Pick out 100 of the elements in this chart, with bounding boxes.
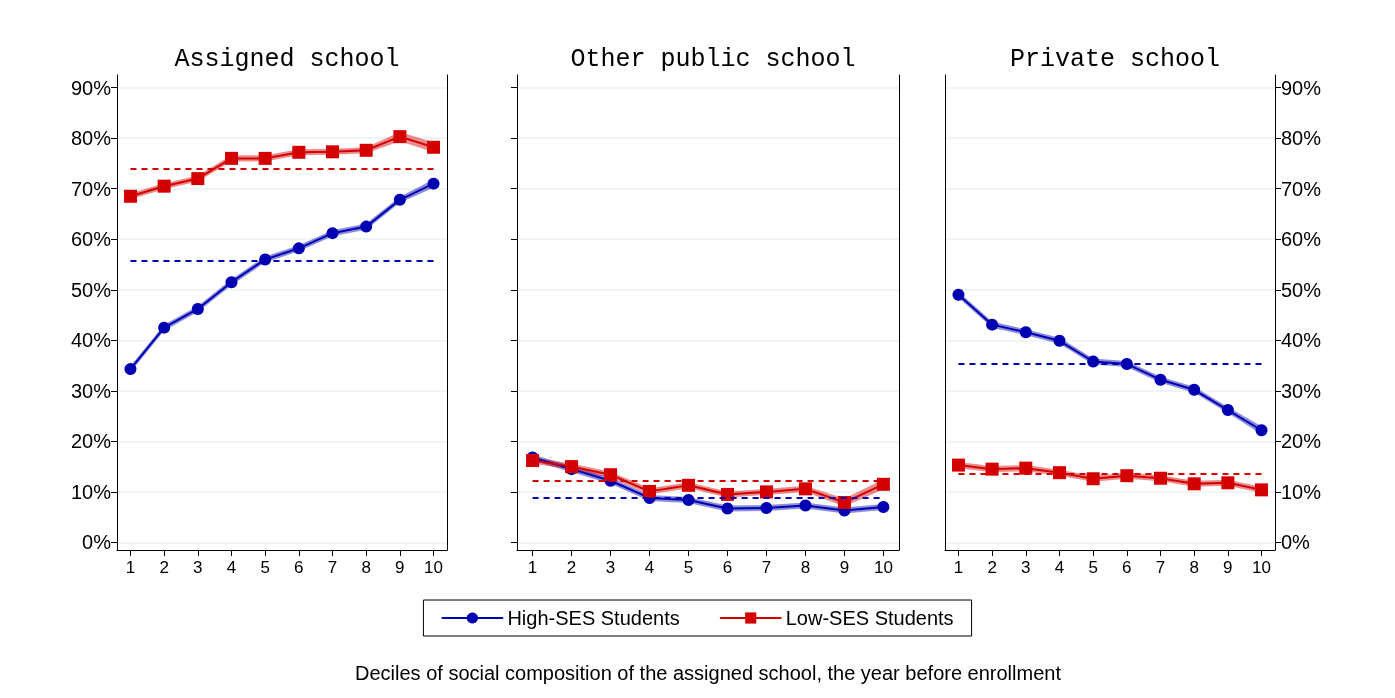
y2-tick-label: 10% [1281, 480, 1322, 503]
point [720, 487, 734, 501]
point [951, 458, 965, 472]
point [759, 485, 773, 499]
x-tick-label: 5 [1088, 558, 1098, 577]
point [158, 321, 171, 334]
y2-tick-label: 0% [1281, 531, 1311, 554]
point [1019, 326, 1032, 339]
point [985, 462, 999, 476]
y-tick-label: 0% [82, 531, 112, 554]
point [1086, 472, 1100, 486]
point [292, 145, 306, 159]
point [876, 477, 890, 491]
x-tick-label: 9 [395, 558, 405, 577]
x-tick-label: 10 [424, 558, 443, 577]
x-tick-label: 9 [1223, 558, 1233, 577]
point [643, 484, 657, 498]
x-tick-label: 1 [125, 558, 136, 577]
x-tick-label: 3 [1021, 558, 1031, 577]
point [123, 189, 137, 203]
point [258, 151, 272, 165]
chart-title: Assigned school [174, 45, 400, 74]
legend-label: High-SES Students [507, 607, 680, 629]
y-tick-label: 70% [70, 177, 112, 200]
y-tick-label: 60% [70, 228, 112, 251]
point [1255, 424, 1268, 437]
x-tick-label: 9 [839, 558, 850, 577]
x-tick-label: 2 [566, 558, 577, 577]
y-tick-label: 80% [70, 127, 112, 150]
point [1221, 404, 1234, 417]
legend-label: Low-SES Students [785, 607, 954, 629]
point [798, 482, 812, 496]
y2-tick-label: 40% [1281, 329, 1322, 352]
point [427, 177, 440, 190]
x-tick-label: 10 [873, 558, 893, 577]
point [1120, 469, 1134, 483]
x-axis-title: Deciles of social composition of the assigned school, the year before enrollment [355, 662, 1062, 684]
x-tick-label: 6 [1122, 558, 1132, 577]
x-tick-label: 10 [1252, 558, 1271, 577]
x-tick-label: 2 [987, 558, 997, 577]
x-tick-label: 6 [722, 558, 733, 577]
y-tick-label: 20% [70, 430, 112, 453]
x-tick-label: 5 [260, 558, 270, 577]
y-tick-label: 30% [70, 379, 112, 402]
point [157, 179, 171, 193]
x-tick-label: 8 [361, 558, 371, 577]
point [760, 502, 773, 515]
x-tick-label: 4 [644, 558, 655, 577]
point [1187, 477, 1201, 491]
y2-tick-label: 50% [1281, 278, 1322, 301]
point [1052, 466, 1066, 480]
point [1188, 383, 1201, 396]
y2-tick-label: 20% [1281, 430, 1322, 453]
point [1120, 358, 1133, 371]
y-tick-label: 40% [70, 329, 112, 352]
x-tick-label: 8 [1189, 558, 1199, 577]
point [191, 172, 205, 186]
point [393, 130, 407, 144]
point [427, 140, 441, 154]
x-tick-label: 4 [226, 558, 237, 577]
y2-tick-label: 80% [1281, 127, 1322, 150]
x-tick-label: 3 [193, 558, 203, 577]
point [1255, 483, 1269, 497]
point [1154, 471, 1168, 485]
point [526, 454, 540, 468]
y-tick-label: 50% [70, 278, 112, 301]
x-tick-label: 8 [800, 558, 811, 577]
point [292, 242, 305, 255]
x-tick-label: 5 [683, 558, 694, 577]
point [1019, 461, 1033, 475]
point [721, 502, 734, 515]
point [393, 193, 406, 206]
point [1053, 334, 1066, 347]
point [326, 145, 340, 159]
point [224, 151, 238, 165]
point [799, 499, 812, 512]
point [837, 496, 851, 509]
point [1221, 476, 1235, 490]
point [1154, 373, 1167, 386]
point [326, 227, 339, 240]
x-tick-label: 4 [1054, 558, 1065, 577]
point [604, 468, 618, 482]
point [360, 220, 373, 233]
point [952, 288, 965, 301]
x-tick-label: 1 [527, 558, 538, 577]
x-tick-label: 3 [605, 558, 616, 577]
y2-tick-label: 70% [1281, 177, 1322, 200]
point [877, 501, 890, 514]
x-tick-label: 6 [294, 558, 304, 577]
point [191, 302, 204, 315]
chart-title: Private school [1009, 45, 1221, 74]
y2-tick-label: 90% [1281, 76, 1322, 99]
x-tick-label: 7 [1155, 558, 1166, 577]
point [682, 478, 696, 492]
x-tick-label: 2 [159, 558, 169, 577]
x-tick-label: 7 [761, 558, 772, 577]
y2-tick-label: 60% [1281, 228, 1322, 251]
chart-title: Other public school [570, 45, 856, 74]
x-tick-label: 7 [327, 558, 338, 577]
y-tick-label: 90% [70, 76, 112, 99]
